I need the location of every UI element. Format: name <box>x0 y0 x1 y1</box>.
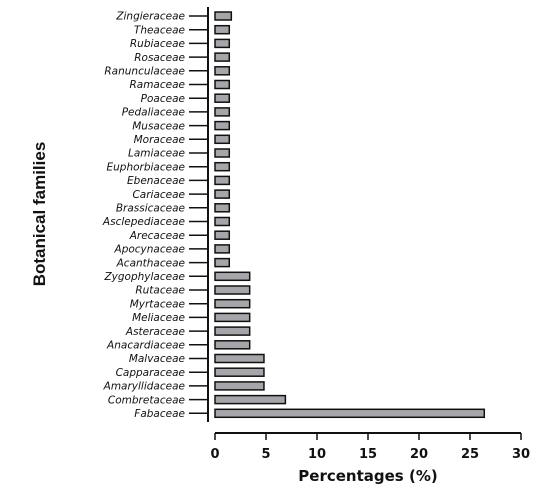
bar-moraceae <box>214 134 231 145</box>
category-label-myrtaceae: Myrtaceae <box>130 298 185 310</box>
bar-theaceae <box>214 24 231 35</box>
category-label-zingieraceae: Zingieraceae <box>115 11 185 23</box>
category-label-asteraceae: Asteraceae <box>125 326 185 338</box>
category-label-malvaceae: Malvaceae <box>129 353 185 365</box>
bar-zygophylaceae <box>214 271 251 282</box>
category-label-meliaceae: Meliaceae <box>132 312 185 324</box>
bar-musaceae <box>214 120 231 131</box>
category-label-zygophylaceae: Zygophylaceae <box>103 271 185 283</box>
category-label-capparaceae: Capparaceae <box>116 367 185 379</box>
bar-rubiaceae <box>214 38 231 49</box>
bar-apocynaceae <box>214 244 231 254</box>
category-label-asclepediaceae: Asclepediaceae <box>102 216 185 228</box>
bars <box>214 11 486 419</box>
bar-meliaceae <box>214 312 251 323</box>
y-axis-title: Botanical families <box>30 142 49 287</box>
category-label-anacardiaceae: Anacardiaceae <box>106 340 185 352</box>
category-label-ranunculaceae: Ranunculaceae <box>104 66 185 78</box>
category-label-fabaceae: Fabaceae <box>134 408 185 420</box>
category-label-musaceae: Musaceae <box>132 120 185 132</box>
x-axis-title: Percentages (%) <box>298 467 437 485</box>
category-label-brassicaceae: Brassicaceae <box>116 203 185 215</box>
category-label-cariaceae: Cariaceae <box>132 189 185 201</box>
category-label-combretaceae: Combretaceae <box>108 394 185 406</box>
x-tick-label: 10 <box>308 447 326 462</box>
bar-combretaceae <box>214 394 287 405</box>
bar-malvaceae <box>214 353 265 364</box>
bar-poaceae <box>214 93 231 103</box>
x-tick-label: 15 <box>359 447 377 462</box>
category-label-rutaceae: Rutaceae <box>135 285 185 297</box>
category-label-moraceae: Moraceae <box>134 134 185 146</box>
category-label-euphorbiaceae: Euphorbiaceae <box>107 161 186 173</box>
bar-pedaliaceae <box>214 107 231 117</box>
category-label-amaryllidaceae: Amaryllidaceae <box>103 381 185 393</box>
bar-asteraceae <box>214 326 251 336</box>
category-label-pedaliaceae: Pedaliaceae <box>122 107 185 119</box>
x-tick-label: 5 <box>261 447 270 462</box>
category-label-rosaceae: Rosaceae <box>134 52 185 64</box>
category-label-rubiaceae: Rubiaceae <box>130 38 185 50</box>
category-label-poaceae: Poaceae <box>141 93 185 105</box>
bar-anacardiaceae <box>214 340 251 350</box>
category-label-ramaceae: Ramaceae <box>129 79 185 91</box>
bar-cariaceae <box>214 189 231 199</box>
bar-amaryllidaceae <box>214 381 265 391</box>
bar-rutaceae <box>214 285 251 295</box>
bar-arecaceae <box>214 230 231 240</box>
category-label-lamiaceae: Lamiaceae <box>128 148 185 160</box>
category-label-theaceae: Theaceae <box>134 24 185 36</box>
bar-myrtaceae <box>214 298 251 309</box>
bar-euphorbiaceae <box>214 161 231 172</box>
category-label-arecaceae: Arecaceae <box>129 230 185 242</box>
bar-capparaceae <box>214 367 265 377</box>
bar-ranunculaceae <box>214 66 231 76</box>
x-tick-label: 20 <box>410 447 428 462</box>
bar-brassicaceae <box>214 203 231 213</box>
bar-rosaceae <box>214 52 231 62</box>
bar-acanthaceae <box>214 257 231 268</box>
category-label-ebenaceae: Ebenaceae <box>127 175 185 187</box>
x-tick-label: 30 <box>512 447 530 462</box>
bar-ramaceae <box>214 79 231 90</box>
bar-fabaceae <box>214 408 486 419</box>
x-ticks: 0 5 10 15 20 25 30 <box>210 433 530 462</box>
x-tick-label: 25 <box>461 447 479 462</box>
bar-asclepediaceae <box>214 216 231 227</box>
bar-lamiaceae <box>214 148 231 158</box>
bar-zingieraceae <box>214 11 233 21</box>
y-axis-title-group: Botanical families <box>30 142 49 287</box>
category-label-apocynaceae: Apocynaceae <box>114 244 185 256</box>
category-label-acanthaceae: Acanthaceae <box>116 257 185 269</box>
x-tick-label: 0 <box>210 447 219 462</box>
bar-ebenaceae <box>214 175 231 186</box>
